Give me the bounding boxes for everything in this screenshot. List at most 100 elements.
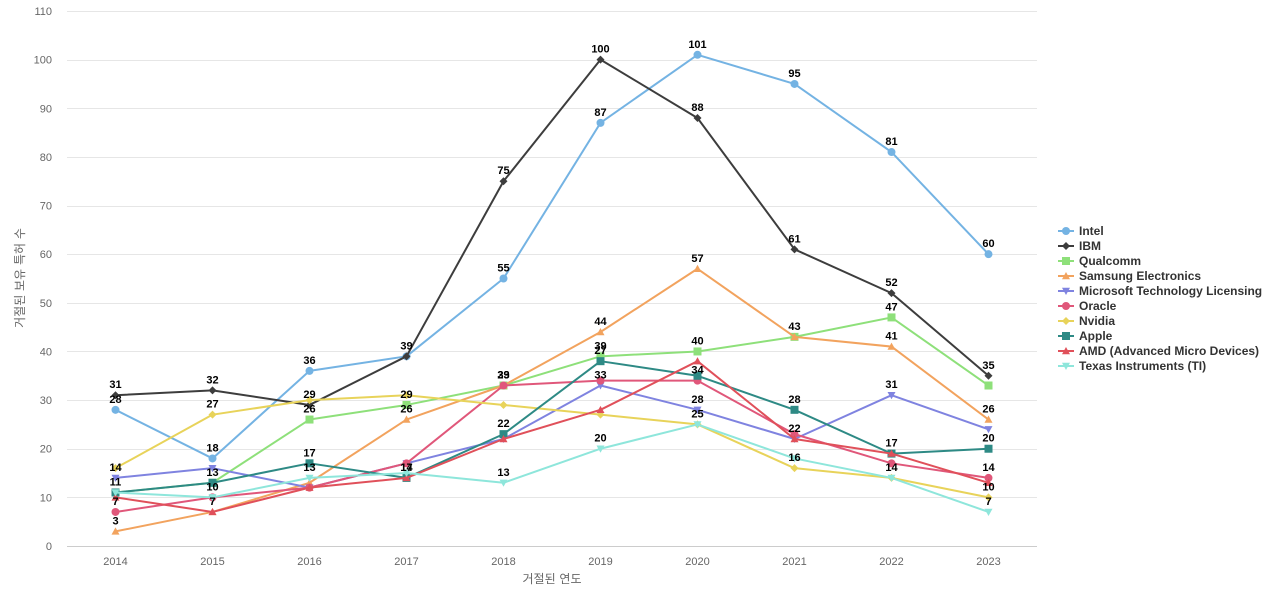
series-line <box>115 379 989 513</box>
data-point <box>693 347 702 356</box>
data-label: 18 <box>206 442 218 454</box>
legend-item[interactable]: AMD (Advanced Micro Devices) <box>1058 344 1259 358</box>
data-point <box>693 50 702 59</box>
data-point <box>111 391 120 400</box>
data-point <box>305 459 314 468</box>
data-point <box>208 410 217 419</box>
data-label: 75 <box>497 165 509 177</box>
data-label: 81 <box>885 136 897 148</box>
data-point <box>790 405 799 414</box>
data-point <box>111 527 120 535</box>
data-point <box>402 473 411 482</box>
data-label: 47 <box>885 301 897 313</box>
legend-label: Samsung Electronics <box>1079 269 1201 283</box>
data-point <box>693 264 702 272</box>
legend-marker <box>1062 257 1070 265</box>
legend-item[interactable]: Apple <box>1058 329 1113 343</box>
series-line <box>115 316 990 494</box>
y-tick-label: 0 <box>46 541 52 553</box>
data-label: 14 <box>109 462 122 474</box>
data-label: 36 <box>303 355 315 367</box>
y-tick-label: 90 <box>40 103 52 115</box>
legend-label: Intel <box>1079 224 1104 238</box>
y-tick-label: 40 <box>40 346 52 358</box>
x-axis-ticks: 2014 2015 2016 2017 2018 2019 2020 2021 2022 2023 <box>103 556 1000 568</box>
series-line <box>115 58 990 406</box>
legend-marker <box>1062 227 1070 235</box>
data-label: 28 <box>788 394 800 406</box>
data-point <box>984 381 993 390</box>
data-label: 13 <box>497 467 509 479</box>
legend-marker <box>1062 272 1070 280</box>
legend-item[interactable]: Nvidia <box>1058 314 1115 328</box>
data-label: 11 <box>110 477 122 489</box>
data-point <box>499 177 508 186</box>
data-point <box>693 371 702 380</box>
legend-item[interactable]: Samsung Electronics <box>1058 269 1201 283</box>
data-point <box>790 455 799 463</box>
x-tick-label: 2017 <box>394 556 418 568</box>
data-label: 14 <box>982 462 995 474</box>
x-tick-label: 2016 <box>297 556 321 568</box>
legend-label: Texas Instruments (TI) <box>1079 359 1206 373</box>
data-label: 10 <box>982 481 994 493</box>
legend-marker <box>1062 302 1070 310</box>
legend-item[interactable]: Intel <box>1058 224 1104 238</box>
data-label: 29 <box>497 370 509 382</box>
data-point <box>305 415 314 424</box>
data-label: 26 <box>303 404 315 416</box>
data-label: 100 <box>591 44 609 56</box>
legend-item[interactable]: Qualcomm <box>1058 254 1141 268</box>
legend-item[interactable]: Microsoft Technology Licensing <box>1058 284 1262 298</box>
data-point <box>499 435 508 443</box>
y-axis-title: 거절된 보유 특허 수 <box>13 228 27 328</box>
data-point <box>208 507 217 516</box>
data-point <box>596 118 605 127</box>
data-label: 25 <box>691 408 703 420</box>
data-label: 22 <box>788 423 800 435</box>
legend-item[interactable]: Oracle <box>1058 299 1117 313</box>
data-label: 31 <box>885 379 897 391</box>
grid-lines <box>67 11 1037 498</box>
data-point <box>111 474 120 482</box>
data-point <box>984 444 993 453</box>
data-label: 40 <box>691 335 703 347</box>
data-point <box>402 400 411 409</box>
legend-item[interactable]: IBM <box>1058 239 1101 253</box>
data-label: 44 <box>594 316 607 328</box>
legend-label: Nvidia <box>1079 314 1115 328</box>
legend-marker <box>1062 347 1070 355</box>
legend-item[interactable]: Texas Instruments (TI) <box>1058 359 1206 373</box>
data-point <box>790 435 799 443</box>
data-label: 7 <box>209 496 215 508</box>
data-point <box>693 114 702 122</box>
data-point <box>111 489 120 497</box>
data-label: 14 <box>400 462 413 474</box>
data-label: 95 <box>788 68 800 80</box>
data-label: 20 <box>982 433 994 445</box>
legend-marker <box>1062 317 1070 325</box>
data-label: 28 <box>109 394 121 406</box>
y-tick-label: 80 <box>40 152 52 164</box>
data-point <box>305 474 314 482</box>
data-point <box>111 507 120 516</box>
data-point <box>111 493 120 501</box>
legend-label: Microsoft Technology Licensing <box>1079 284 1262 298</box>
series-2 <box>111 313 993 497</box>
data-label: 14 <box>885 462 898 474</box>
data-point <box>596 405 605 414</box>
data-label: 52 <box>885 277 897 289</box>
data-point <box>984 250 993 259</box>
data-label: 55 <box>497 263 509 275</box>
data-point <box>402 391 411 400</box>
data-point <box>499 274 508 283</box>
data-label: 29 <box>303 389 315 401</box>
data-label: 88 <box>691 102 703 114</box>
data-point <box>596 328 605 336</box>
data-point <box>887 148 896 157</box>
x-tick-label: 2022 <box>879 556 903 568</box>
data-label: 27 <box>594 345 606 357</box>
data-point <box>984 473 993 482</box>
data-label: 7 <box>985 496 991 508</box>
